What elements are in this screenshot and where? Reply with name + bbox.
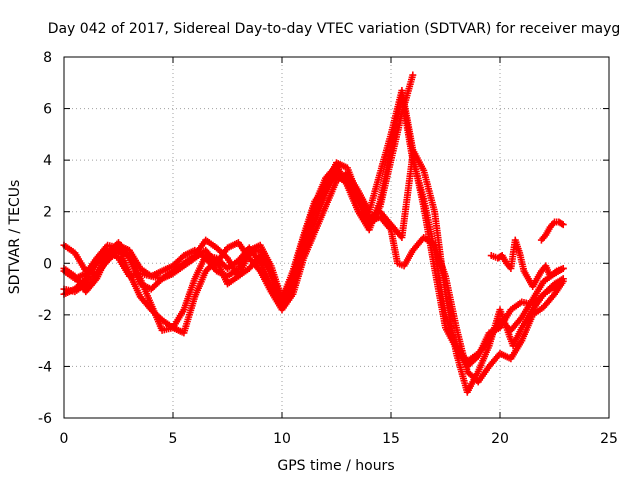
y-tick-label: -2 [38, 308, 52, 324]
data-point [558, 220, 566, 228]
x-axis-label: GPS time / hours [277, 458, 394, 474]
chart-title: Day 042 of 2017, Sidereal Day-to-day VTE… [48, 21, 621, 37]
data-point [559, 221, 567, 229]
x-tick-label: 15 [382, 431, 400, 447]
y-tick-label: -6 [38, 411, 52, 427]
x-tick-label: 20 [491, 431, 509, 447]
y-axis-label: SDTVAR / TECUs [7, 180, 23, 295]
x-tick-label: 25 [600, 431, 618, 447]
y-tick-label: -4 [38, 359, 52, 375]
data-point [559, 275, 567, 283]
series-track-6 [487, 236, 567, 290]
x-tick-label: 10 [273, 431, 291, 447]
y-tick-label: 2 [43, 205, 52, 221]
y-tick-label: 0 [43, 256, 52, 272]
data-point [409, 71, 417, 79]
series-track-4 [60, 87, 567, 396]
y-tick-label: 4 [43, 153, 52, 169]
series-track-5 [60, 151, 567, 370]
data-point [559, 264, 567, 272]
y-tick-label: 8 [43, 50, 52, 66]
x-tick-label: 5 [169, 431, 178, 447]
x-tick-label: 0 [60, 431, 69, 447]
grid [64, 57, 609, 418]
data-points [60, 71, 567, 396]
plot-frame [63, 56, 610, 419]
y-tick-label: 6 [43, 102, 52, 118]
series-track-7 [537, 218, 567, 244]
